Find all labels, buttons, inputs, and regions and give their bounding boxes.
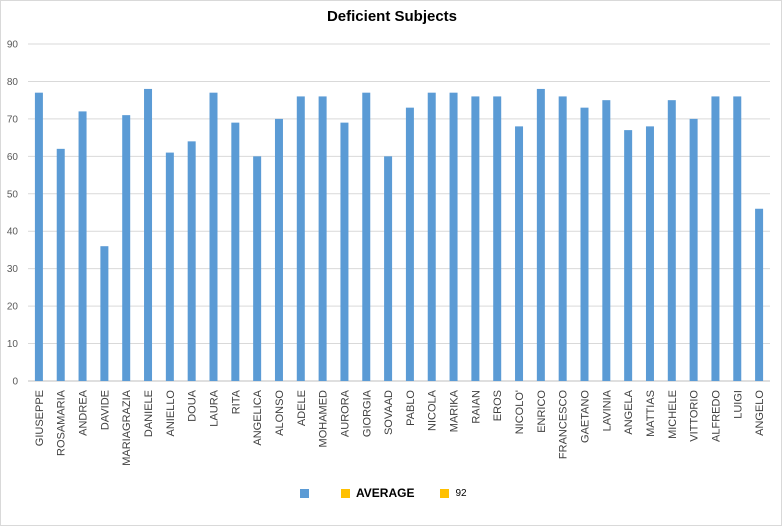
bar <box>580 107 589 382</box>
x-tick-label: EROS <box>492 390 504 421</box>
y-tick-label: 60 <box>7 152 19 163</box>
y-tick-label: 0 <box>12 377 18 388</box>
x-tick-label: ALONSO <box>274 390 286 436</box>
legend: AVERAGE 92 <box>300 485 493 501</box>
x-tick-label: MATTIAS <box>645 390 657 437</box>
bar <box>318 96 327 381</box>
bar <box>209 92 218 381</box>
chart-title: Deficient Subjects <box>326 8 458 25</box>
x-tick-label: DOUA <box>187 389 199 421</box>
legend-label-92: 92 <box>455 487 467 499</box>
bar <box>144 88 153 381</box>
bar <box>493 96 502 381</box>
legend-label-average: AVERAGE <box>356 486 415 500</box>
bar <box>471 96 480 381</box>
y-tick-label: 10 <box>7 339 19 350</box>
x-tick-label: DAVIDE <box>99 390 111 430</box>
x-tick-label: ANGELICA <box>252 389 264 445</box>
x-tick-label: ANIELLO <box>165 390 177 437</box>
bar <box>362 92 371 381</box>
y-tick-label: 90 <box>7 40 19 51</box>
x-tick-label: ADELE <box>296 390 308 426</box>
x-tick-label: ANGELO <box>754 390 766 436</box>
bar <box>515 126 524 381</box>
x-tick-label: AURORA <box>339 389 351 437</box>
bar <box>100 246 109 381</box>
x-tick-label: LUIGI <box>732 390 744 419</box>
bar <box>733 96 742 381</box>
bar <box>384 156 393 381</box>
x-tick-label: ANGELA <box>623 389 635 434</box>
bar <box>755 208 764 381</box>
x-tick-label: ANDREA <box>78 389 90 436</box>
x-tick-label: MARIAGRAZIA <box>121 389 133 465</box>
x-tick-label: VITTORIO <box>689 390 701 442</box>
bar <box>536 88 545 381</box>
x-tick-label: NICOLO' <box>514 390 526 434</box>
bar <box>296 96 305 381</box>
bar <box>340 122 349 381</box>
legend-swatch-series <box>300 488 309 498</box>
bar <box>689 118 698 381</box>
bar <box>253 156 262 381</box>
x-tick-label: GIORGIA <box>361 389 373 437</box>
x-tick-label: PABLO <box>405 390 417 426</box>
x-tick-label: GAETANO <box>580 390 592 443</box>
bar <box>711 96 720 381</box>
bar <box>231 122 240 381</box>
x-tick-label: SOVAAD <box>383 390 395 435</box>
y-tick-label: 40 <box>7 227 19 238</box>
y-tick-label: 80 <box>7 77 19 88</box>
x-tick-label: ENRICO <box>536 390 548 433</box>
x-tick-label: LAVINIA <box>601 389 613 431</box>
bar <box>405 107 414 382</box>
legend-item-92: 92 <box>440 487 467 499</box>
x-tick-label: ALFREDO <box>710 390 722 442</box>
x-tick-label: ROSAMARIA <box>56 389 68 456</box>
y-tick-label: 20 <box>7 302 19 313</box>
bar <box>274 118 283 381</box>
y-tick-label: 50 <box>7 189 19 200</box>
bar <box>645 126 654 381</box>
bar <box>187 141 196 381</box>
x-tick-label: MARIKA <box>449 389 461 432</box>
bar <box>165 152 174 381</box>
legend-item-series <box>300 488 315 498</box>
legend-swatch-92 <box>440 488 450 498</box>
x-tick-label: GIUSEPPE <box>34 390 46 446</box>
x-tick-label: FRANCESCO <box>558 390 570 460</box>
bar <box>667 100 676 382</box>
bar <box>624 130 633 381</box>
legend-swatch-average <box>341 488 350 498</box>
x-tick-label: DANIELE <box>143 390 155 437</box>
bar <box>427 92 436 381</box>
bar <box>56 148 65 381</box>
y-tick-label: 70 <box>7 114 19 125</box>
x-tick-label: LAURA <box>209 389 221 426</box>
x-tick-label: RITA <box>230 389 242 414</box>
bar <box>122 115 131 382</box>
bar <box>78 111 87 382</box>
x-tick-label: NICOLA <box>427 389 439 431</box>
bar <box>558 96 567 381</box>
x-tick-label: RAIAN <box>470 390 482 424</box>
y-tick-label: 30 <box>7 264 19 275</box>
bar <box>602 100 611 382</box>
x-tick-label: MICHELE <box>667 390 679 439</box>
legend-item-average: AVERAGE <box>341 486 414 500</box>
x-tick-label: MOHAMED <box>318 390 330 448</box>
bar <box>34 92 43 381</box>
bar <box>449 92 458 381</box>
